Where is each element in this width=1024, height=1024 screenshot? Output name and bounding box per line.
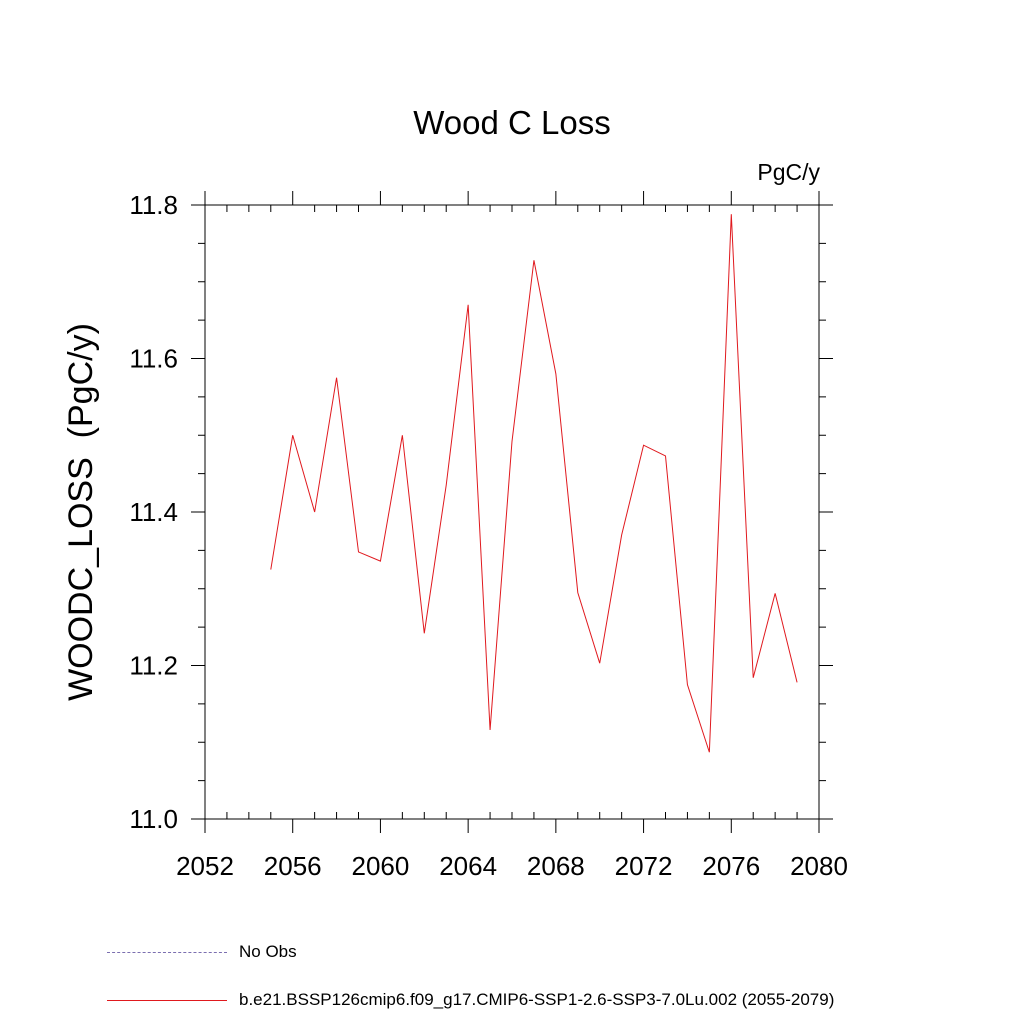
legend-label-no-obs: No Obs bbox=[239, 942, 297, 961]
x-tick-label: 2068 bbox=[527, 851, 585, 881]
y-tick-label: 11.8 bbox=[129, 190, 178, 220]
legend-entry-no-obs: No Obs bbox=[107, 942, 297, 962]
x-tick-label: 2076 bbox=[702, 851, 760, 881]
x-tick-label: 2060 bbox=[352, 851, 410, 881]
units-label: PgC/y bbox=[757, 159, 820, 185]
x-tick-label: 2080 bbox=[790, 851, 848, 881]
x-tick-label: 2052 bbox=[176, 851, 234, 881]
axis-ticks bbox=[191, 191, 833, 833]
y-tick-label: 11.2 bbox=[129, 651, 178, 681]
y-tick-label: 11.0 bbox=[129, 804, 178, 834]
y-tick-labels: 11.0 11.2 11.4 11.6 11.8 bbox=[129, 190, 178, 834]
legend-label-model-run: b.e21.BSSP126cmip6.f09_g17.CMIP6-SSP1-2.… bbox=[239, 990, 835, 1009]
legend-swatch-solid bbox=[107, 999, 227, 1001]
y-tick-label: 11.6 bbox=[129, 344, 178, 374]
legend-entry-model-run: b.e21.BSSP126cmip6.f09_g17.CMIP6-SSP1-2.… bbox=[107, 990, 834, 1010]
x-tick-labels: 2052 2056 2060 2064 2068 2072 2076 2080 bbox=[176, 851, 848, 881]
x-tick-label: 2072 bbox=[615, 851, 673, 881]
y-axis-label: WOODC_LOSS (PgC/y) bbox=[62, 323, 100, 701]
chart-title: Wood C Loss bbox=[413, 104, 610, 141]
legend-swatch-dashed bbox=[107, 951, 227, 953]
x-tick-label: 2056 bbox=[264, 851, 322, 881]
series-line bbox=[270, 214, 798, 753]
y-tick-label: 11.4 bbox=[129, 497, 178, 527]
series-layer bbox=[270, 214, 798, 753]
x-tick-label: 2064 bbox=[439, 851, 497, 881]
plot-frame bbox=[204, 204, 820, 820]
